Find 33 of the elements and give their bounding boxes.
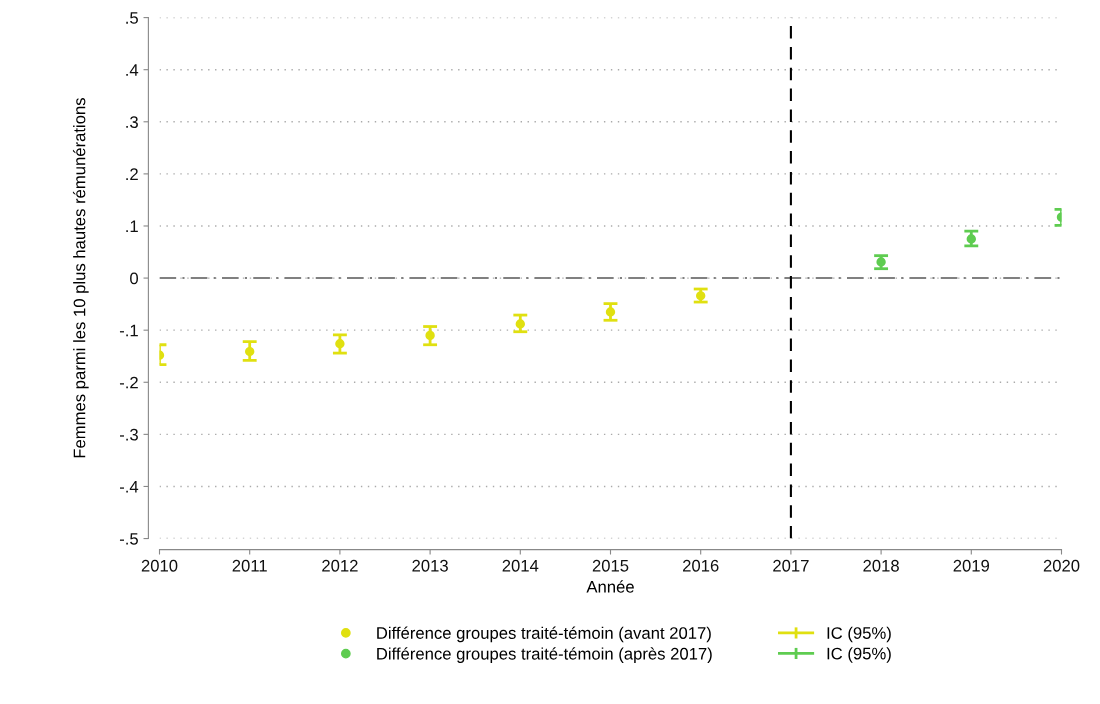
x-tick-label: 2012 (322, 559, 358, 572)
y-tick-label: .5 (126, 12, 138, 24)
y-tick-label: -.1 (119, 324, 138, 337)
x-tick-label: 2020 (1043, 559, 1080, 572)
point (245, 346, 255, 357)
x-tick-label: 2014 (502, 559, 539, 572)
y-tick-label: .2 (126, 168, 138, 180)
point (605, 307, 616, 317)
y-tick-label: .1 (126, 220, 138, 233)
x-tick-label: 2011 (232, 559, 267, 572)
y-tick-label: .3 (126, 116, 138, 128)
legend-label: Différence groupes traité-témoin (avant 2017) (377, 626, 711, 643)
x-tick-label: 2010 (141, 559, 178, 572)
y-tick-label: .4 (126, 64, 139, 76)
x-tick-label: 2017 (773, 559, 809, 572)
y-tick-label: -.3 (119, 428, 138, 441)
x-tick-label: 2015 (592, 559, 629, 572)
point (335, 339, 345, 349)
text: IC (95%) (827, 626, 891, 643)
x-tick-label: 2013 (412, 559, 448, 572)
y-tick-label: 0 (130, 272, 139, 285)
x-tick-label: 2019 (953, 559, 990, 572)
legend-label: Différence groupes traité-témoin (après 2017) (377, 647, 712, 663)
y-tick-label: -.2 (119, 376, 138, 389)
text: IC (95%) (827, 647, 891, 663)
y-tick-label: -.4 (119, 481, 139, 493)
point (425, 330, 435, 341)
x-tick-label: 2016 (683, 559, 719, 572)
x-tick-label: 2018 (863, 559, 899, 572)
y-axis-title: Femmes parmi les 10 plus hautes rémunérations (72, 98, 89, 458)
point (515, 319, 525, 329)
y-tick-label: -.5 (119, 533, 138, 545)
x-axis-title: Année (586, 580, 634, 593)
